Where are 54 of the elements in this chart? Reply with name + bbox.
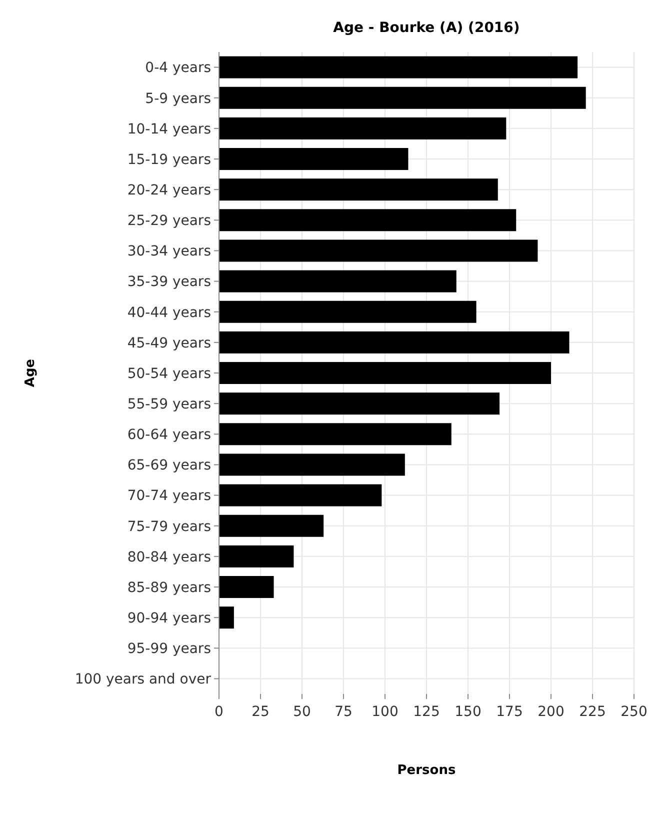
- y-tick-label: 85-89 years: [127, 580, 211, 596]
- x-tick-label: 100: [372, 704, 398, 720]
- y-tick-label: 25-29 years: [127, 213, 211, 230]
- bar: [219, 606, 234, 629]
- y-tick-label: 65-69 years: [127, 458, 211, 474]
- bar: [219, 392, 500, 415]
- x-axis-title: Persons: [397, 763, 456, 778]
- y-tick-label: 70-74 years: [127, 488, 211, 504]
- chart-title: Age - Bourke (A) (2016): [333, 20, 520, 36]
- x-tick-label: 150: [454, 704, 482, 720]
- y-tick-label: 95-99 years: [127, 641, 211, 658]
- x-tick-label: 200: [538, 704, 564, 720]
- x-tick-label: 250: [620, 704, 648, 720]
- bar: [219, 454, 405, 476]
- bar: [219, 117, 506, 140]
- y-tick-label: 10-14 years: [127, 121, 211, 138]
- bar: [219, 331, 570, 354]
- y-tick-label: 100 years and over: [74, 672, 212, 688]
- y-tick-label: 75-79 years: [127, 518, 211, 535]
- y-tick-label: 50-54 years: [127, 366, 211, 382]
- x-tick-label: 50: [293, 704, 311, 720]
- bar: [219, 362, 551, 384]
- bar: [219, 240, 538, 262]
- y-tick-label: 20-24 years: [127, 182, 211, 198]
- y-tick-label: 30-34 years: [127, 244, 211, 260]
- x-tick-label: 75: [334, 704, 352, 720]
- bar: [219, 270, 456, 292]
- x-tick-label: 25: [252, 704, 270, 720]
- y-tick-label: 0-4 years: [145, 60, 211, 76]
- bar: [219, 300, 476, 323]
- x-tick-label: 225: [579, 704, 606, 720]
- y-tick-label: 60-64 years: [127, 427, 211, 444]
- y-axis-title: Age: [23, 358, 38, 388]
- x-tick-label: 125: [413, 704, 440, 720]
- bar: [219, 86, 586, 109]
- y-tick-label: 55-59 years: [127, 396, 211, 412]
- y-tick-label: 90-94 years: [127, 610, 211, 626]
- bar: [219, 56, 578, 78]
- bar: [219, 423, 452, 446]
- bar: [219, 209, 516, 232]
- x-tick-label: 175: [496, 704, 523, 720]
- bar: [219, 514, 324, 537]
- bar: [219, 545, 294, 568]
- y-tick-label: 15-19 years: [127, 152, 211, 168]
- y-tick-label: 45-49 years: [127, 335, 211, 352]
- bar: [219, 178, 498, 201]
- bar: [219, 576, 274, 598]
- y-tick-label: 35-39 years: [127, 274, 211, 290]
- y-tick-label: 80-84 years: [127, 549, 211, 566]
- bar: [219, 148, 408, 170]
- bar: [219, 484, 382, 506]
- y-tick-label: 40-44 years: [127, 304, 211, 321]
- y-tick-label: 5-9 years: [145, 90, 211, 107]
- x-tick-label: 0: [214, 704, 224, 720]
